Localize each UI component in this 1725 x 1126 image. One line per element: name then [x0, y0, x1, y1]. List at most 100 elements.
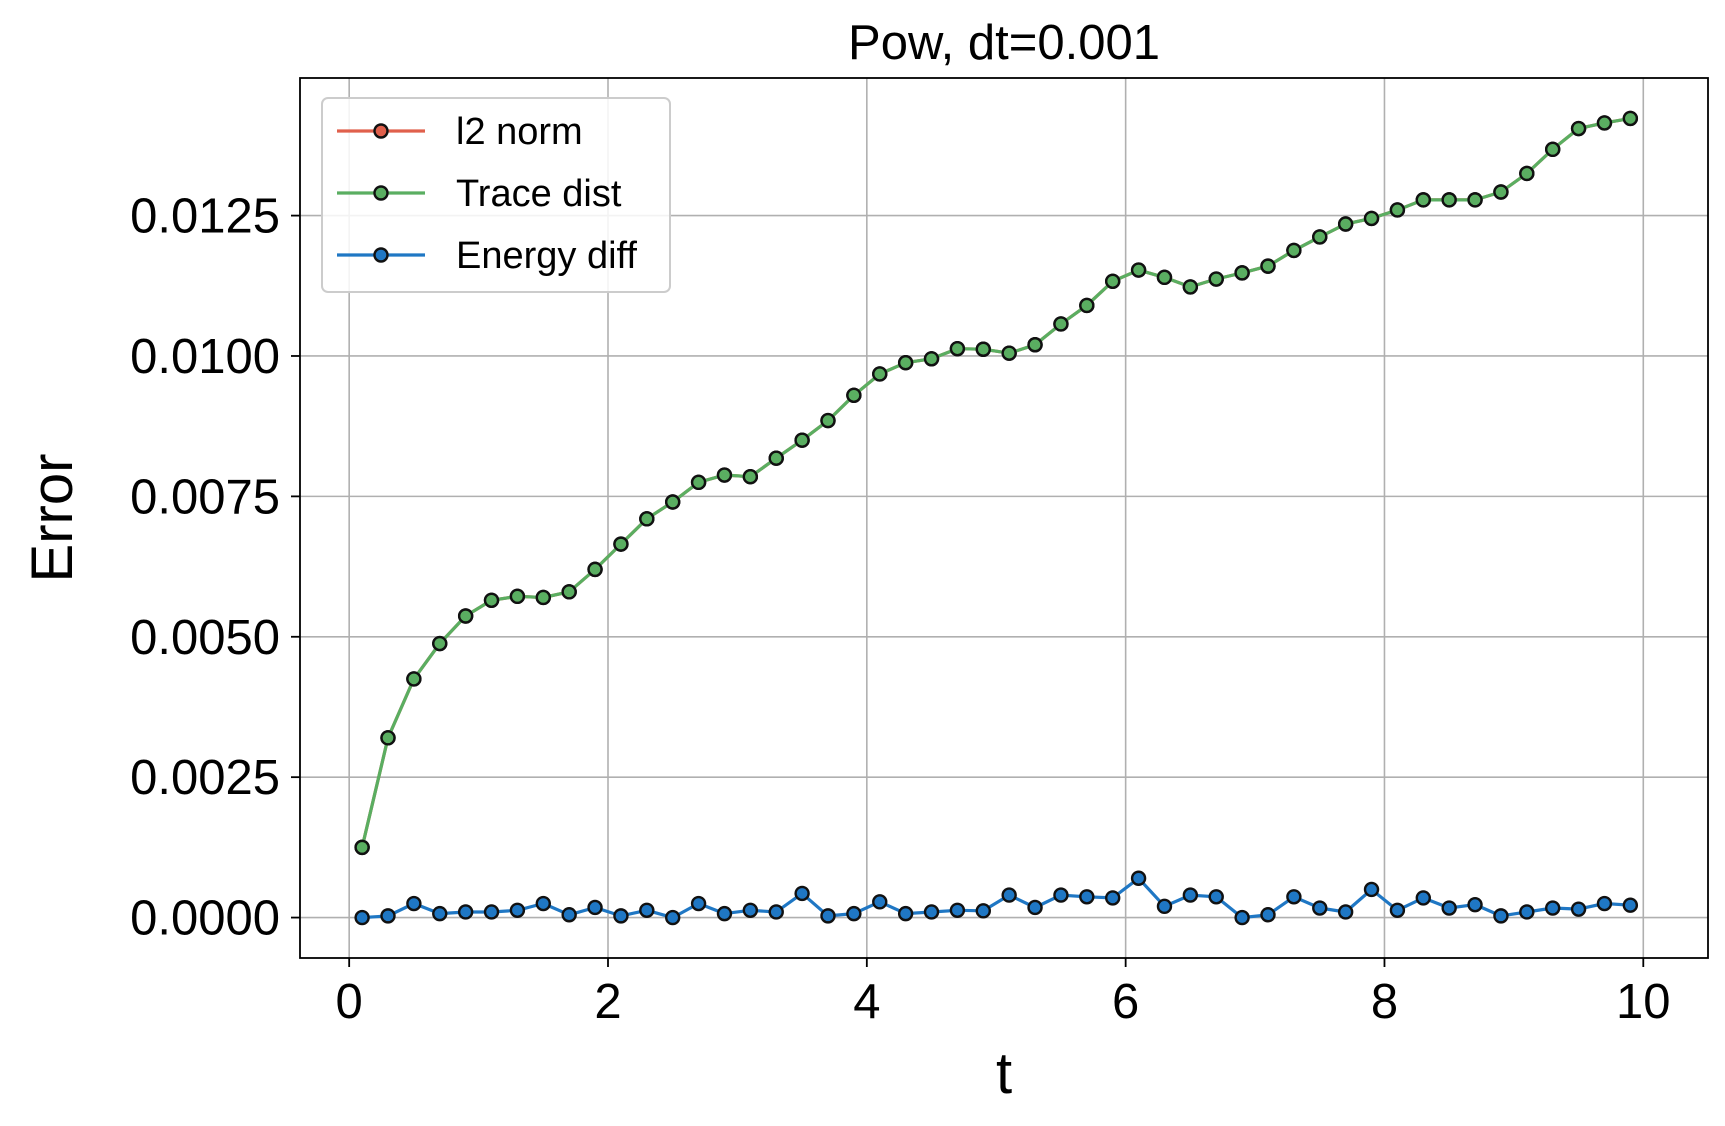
data-point — [690, 474, 707, 491]
data-point — [1545, 141, 1561, 158]
data-point — [1493, 908, 1509, 924]
data-point — [872, 894, 888, 910]
data-point — [1027, 899, 1043, 916]
data-point — [1182, 279, 1199, 295]
data-point — [716, 467, 733, 483]
series-1 — [354, 110, 1639, 856]
data-point — [923, 904, 940, 920]
data-point — [1441, 192, 1457, 208]
data-point — [923, 351, 940, 367]
data-point — [380, 730, 396, 746]
legend-label: Energy diff — [456, 235, 637, 277]
data-point — [509, 588, 526, 605]
data-point — [1156, 898, 1173, 915]
data-point — [1596, 115, 1613, 131]
x-tick-label: 6 — [1112, 975, 1139, 1029]
data-point — [1208, 889, 1224, 905]
data-point — [742, 902, 759, 918]
legend-label: l2 norm — [456, 111, 583, 153]
data-point — [483, 904, 500, 920]
legend: l2 norm Trace dist Energy diff — [321, 97, 671, 293]
legend-box — [321, 97, 671, 293]
legend-entries: l2 norm Trace dist Energy diff — [337, 111, 637, 277]
data-point — [639, 902, 655, 918]
data-point — [1208, 271, 1224, 287]
data-point — [639, 511, 655, 527]
series-line — [361, 876, 1631, 920]
x-tick-label: 8 — [1371, 975, 1398, 1029]
data-point — [1493, 184, 1509, 200]
data-point — [1312, 900, 1328, 916]
y-tick-label: 0.0125 — [130, 190, 280, 244]
y-tick-label: 0.0050 — [130, 611, 280, 665]
data-point — [457, 608, 474, 624]
data-point — [432, 635, 448, 652]
x-axis-label: t — [996, 1041, 1012, 1106]
data-point — [406, 671, 422, 687]
data-point — [561, 907, 577, 923]
series-layer — [354, 110, 1639, 926]
legend-marker — [373, 123, 389, 139]
x-tick-label: 0 — [336, 975, 363, 1029]
data-point — [1415, 890, 1431, 906]
data-point — [1001, 887, 1017, 903]
data-point — [457, 904, 474, 920]
data-point — [716, 905, 733, 922]
chart-title: Pow, dt=0.001 — [848, 16, 1160, 70]
data-point — [1545, 900, 1561, 916]
data-point — [1622, 110, 1639, 127]
data-point — [1337, 904, 1354, 920]
data-point — [1234, 265, 1250, 281]
data-point — [949, 902, 966, 918]
data-point — [1027, 337, 1043, 353]
y-axis-label: Error — [20, 454, 85, 583]
y-tick-label: 0.0075 — [130, 470, 280, 524]
series-2 — [354, 870, 1639, 926]
data-point — [1130, 870, 1147, 886]
data-point — [509, 902, 526, 918]
legend-entry: Trace dist — [337, 173, 622, 215]
data-point — [1441, 900, 1457, 916]
data-point — [1519, 165, 1535, 182]
data-point — [1182, 887, 1199, 903]
data-point — [1415, 192, 1431, 208]
data-point — [897, 355, 914, 371]
data-point — [794, 885, 810, 902]
data-point — [406, 895, 422, 912]
data-point — [432, 905, 448, 922]
data-point — [613, 536, 629, 552]
data-point — [1130, 262, 1147, 278]
data-point — [846, 905, 862, 922]
data-point — [1286, 242, 1302, 259]
data-point — [1363, 210, 1380, 227]
data-point — [897, 905, 914, 922]
data-point — [380, 908, 396, 924]
legend-entry: Energy diff — [337, 235, 637, 277]
x-tick-label: 2 — [594, 975, 621, 1029]
plot-area-frame — [299, 77, 1709, 959]
data-point — [690, 895, 707, 912]
data-point — [1467, 192, 1483, 208]
data-point — [1105, 890, 1121, 906]
data-point — [1105, 273, 1121, 289]
data-point — [1079, 297, 1095, 314]
data-point — [1260, 907, 1276, 923]
data-point — [872, 366, 888, 382]
data-point — [1570, 120, 1587, 137]
data-point — [768, 904, 784, 920]
data-point — [1363, 881, 1380, 898]
data-point — [975, 341, 991, 357]
x-axis-ticks: 0 2 4 6 8 10 — [336, 958, 1671, 1029]
data-point — [1337, 216, 1354, 232]
data-point — [483, 592, 500, 608]
data-point — [535, 895, 551, 912]
data-point — [1519, 904, 1535, 920]
data-point — [1156, 269, 1173, 286]
y-tick-label: 0.0025 — [130, 751, 280, 805]
data-point — [1596, 895, 1613, 912]
data-point — [1053, 316, 1069, 332]
data-point — [1286, 889, 1302, 905]
y-tick-label: 0.0000 — [130, 892, 280, 946]
data-point — [613, 908, 629, 924]
data-point — [535, 589, 551, 606]
